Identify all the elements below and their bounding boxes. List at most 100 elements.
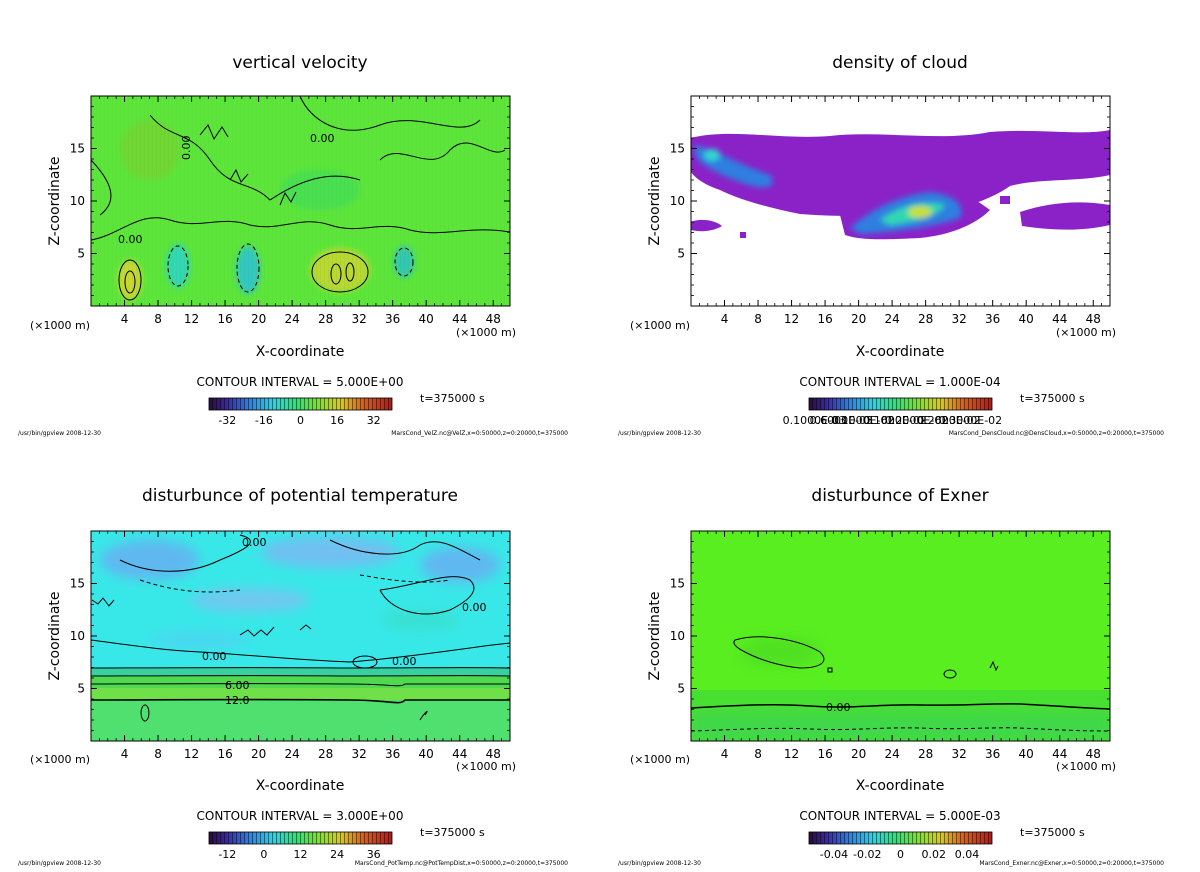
colorbar-tick-label: 0.3000E-02 [939, 414, 1002, 427]
footer-left: /usr/bin/gpview 2008-12-30 [18, 430, 101, 437]
colorbar-tick-label: 16 [330, 414, 344, 427]
colorbar-tick-label: 0.1000E-02 [831, 414, 894, 427]
footer-right: MarsCond_PotTemp.nc@PotTempDist,x=0:5000… [355, 860, 568, 867]
contour-label: 0.00 [462, 601, 487, 614]
x-tick-label: 48 [486, 312, 501, 326]
colorbar [208, 831, 393, 845]
x-tick-label: 32 [352, 312, 367, 326]
x-unit-label-right: (×1000 m) [1056, 326, 1116, 339]
contour-label: 6.00 [225, 679, 250, 692]
chart-title: density of cloud [832, 53, 968, 73]
contour-lines [91, 96, 510, 301]
contour-label: 0.00 [118, 233, 143, 246]
x-tick-label: 48 [1086, 312, 1101, 326]
x-tick-label: 40 [1019, 312, 1034, 326]
x-tick-label: 40 [1019, 747, 1034, 761]
x-tick-label: 24 [284, 747, 299, 761]
contour-label: 12.0 [225, 694, 250, 707]
x-tick-label: 32 [952, 312, 967, 326]
x-tick-label: 48 [1086, 747, 1101, 761]
x-tick-label: 12 [184, 312, 199, 326]
x-tick-label: 16 [817, 312, 832, 326]
contour-interval: CONTOUR INTERVAL = 5.000E+00 [197, 375, 404, 389]
x-tick-label: 12 [784, 312, 799, 326]
x-tick-label: 8 [754, 747, 762, 761]
x-tick-label: 36 [385, 747, 400, 761]
footer-left: /usr/bin/gpview 2008-12-30 [618, 860, 701, 867]
x-tick-label: 28 [918, 312, 933, 326]
x-tick-label: 12 [184, 747, 199, 761]
x-tick-label: 36 [985, 747, 1000, 761]
x-tick-label: 4 [121, 312, 129, 326]
colorbar-ticks: -32 -16 0 16 32 [218, 414, 380, 427]
footer-left: /usr/bin/gpview 2008-12-30 [618, 430, 701, 437]
colorbar-tick-label: 0.2000E-02 [885, 414, 948, 427]
footer-left: /usr/bin/gpview 2008-12-30 [18, 860, 101, 867]
contour-label: 0.00 [180, 136, 193, 161]
x-tick-label: 8 [154, 747, 162, 761]
x-tick-label: 8 [754, 312, 762, 326]
x-tick-label: 16 [217, 312, 232, 326]
colorbar [808, 831, 993, 845]
y-tick-label: 10 [70, 194, 85, 208]
x-tick-label: 28 [318, 747, 333, 761]
panel-potential-temperature: disturbunce of potential temperature [18, 486, 568, 867]
y-tick-label: 10 [670, 194, 685, 208]
y-tick-label: 15 [670, 577, 685, 591]
x-unit-label-left: (×1000 m) [30, 319, 90, 332]
x-unit-label-left: (×1000 m) [630, 753, 690, 766]
contour-label: 0.00 [826, 701, 851, 714]
colorbar-tick-label: 0 [260, 848, 267, 861]
x-tick-label: 20 [251, 312, 266, 326]
contour-interval: CONTOUR INTERVAL = 3.000E+00 [197, 809, 404, 823]
colorbar-ticks: 0.1000E-030.6000E-030.1000E-020.1600E-02… [783, 414, 1002, 427]
chart-title: disturbunce of potential temperature [142, 486, 458, 506]
y-tick-label: 10 [70, 629, 85, 643]
x-unit-label-right: (×1000 m) [456, 760, 516, 773]
colorbar-tick-label: 12 [294, 848, 308, 861]
colorbar-tick-label: -32 [218, 414, 236, 427]
x-unit-label-left: (×1000 m) [630, 319, 690, 332]
colorbar-tick-label: 0.1000E-03 [783, 414, 846, 427]
colorbar-tick-label: -16 [255, 414, 273, 427]
x-tick-label: 44 [1052, 312, 1067, 326]
field-fill [91, 96, 510, 306]
colorbar-ticks: -0.04 -0.02 0 0.02 0.04 [820, 848, 980, 861]
colorbar-tick-label: 36 [367, 848, 381, 861]
x-tick-label: 20 [251, 747, 266, 761]
chart-title: disturbunce of Exner [811, 486, 988, 506]
colorbar-tick-label: -0.04 [820, 848, 848, 861]
colorbar-tick-label: -0.02 [853, 848, 881, 861]
y-tick-label: 15 [70, 577, 85, 591]
x-tick-label: 16 [817, 747, 832, 761]
footer-right: MarsCond_Exner.nc@Exner,x=0:50000,z=0:20… [979, 860, 1164, 867]
x-tick-label: 40 [419, 747, 434, 761]
contour-interval: CONTOUR INTERVAL = 5.000E-03 [799, 809, 1000, 823]
colorbar-tick-label: 24 [330, 848, 344, 861]
x-tick-label: 40 [419, 312, 434, 326]
x-tick-label: 24 [884, 312, 899, 326]
x-tick-label: 32 [352, 747, 367, 761]
field-fill [691, 96, 1110, 306]
x-tick-label: 16 [217, 747, 232, 761]
x-tick-label: 32 [952, 747, 967, 761]
x-axis-label: X-coordinate [856, 778, 945, 794]
colorbar [808, 397, 993, 411]
colorbar-tick-label: 0.02 [922, 848, 947, 861]
x-tick-label: 4 [721, 747, 729, 761]
contour-label: 0.00 [310, 132, 335, 145]
x-tick-label: 20 [851, 747, 866, 761]
panel-exner: disturbunce of Exner 0.00 4 8 12 16 20 24 28 32… [618, 486, 1164, 867]
x-tick-label: 44 [452, 312, 467, 326]
chart-title: vertical velocity [232, 53, 367, 73]
colorbar-tick-label: 0.04 [955, 848, 980, 861]
x-tick-label: 44 [1052, 747, 1067, 761]
colorbar-tick-label: 32 [367, 414, 381, 427]
y-tick-label: 15 [70, 142, 85, 156]
contour-lines [91, 534, 510, 722]
colorbar-tick-label: 0.6000E-03 [810, 414, 873, 427]
time-label: t=375000 s [420, 826, 485, 839]
y-axis-label: Z-coordinate [647, 156, 663, 245]
